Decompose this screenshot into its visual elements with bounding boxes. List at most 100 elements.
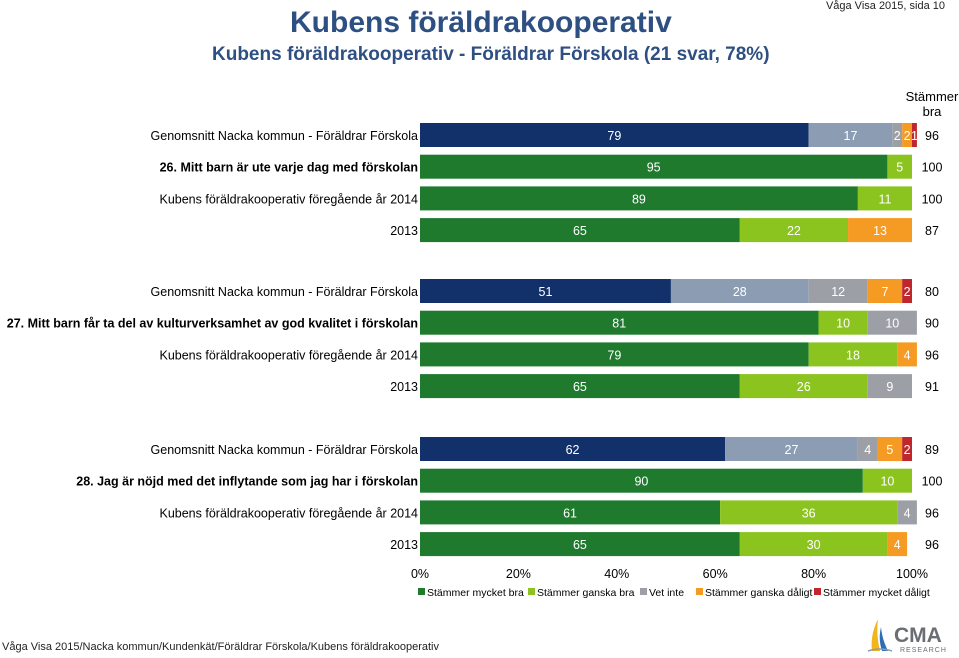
data-label: 1: [911, 129, 918, 143]
sail-icon: [879, 627, 888, 651]
sail-icon: [871, 619, 880, 651]
logo-brand: CMA: [894, 624, 942, 647]
bar-segment: [420, 437, 726, 461]
data-label: 10: [836, 317, 850, 331]
row-label: 2013: [390, 380, 418, 394]
total-value: 87: [925, 224, 939, 238]
legend: Stämmer mycket bra Stämmer ganska bra Vet …: [418, 587, 930, 599]
data-label: 65: [573, 224, 587, 238]
page-title: Kubens föräldrakooperativ: [290, 6, 672, 39]
data-label: 13: [873, 224, 887, 238]
data-label: 27: [785, 443, 799, 457]
legend-label: Stämmer mycket bra: [427, 587, 524, 599]
data-label: 2: [904, 443, 911, 457]
data-label: 28: [733, 285, 747, 299]
bar-segment: [912, 123, 917, 147]
row-label: Kubens föräldrakooperativ föregående år …: [159, 506, 418, 520]
data-label: 0: [914, 192, 921, 206]
data-label: 7: [881, 285, 888, 299]
bar-segment: [897, 500, 917, 525]
data-label: 4: [894, 538, 901, 552]
bar-segment: [420, 186, 858, 211]
legend-label: Stämmer ganska dåligt: [705, 587, 812, 599]
total-value: 80: [925, 285, 939, 299]
data-label: 11: [878, 192, 891, 206]
page-subtitle: Kubens föräldrakooperativ - Föräldrar Fö…: [212, 44, 770, 65]
x-tick-label: 20%: [506, 567, 531, 581]
row-label: 26. Mitt barn är ute varje dag med försk…: [160, 161, 418, 175]
x-tick-label: 0%: [411, 567, 429, 581]
data-label: 79: [607, 129, 621, 143]
data-label: 4: [904, 506, 911, 520]
data-label: 0: [914, 224, 921, 238]
total-value: 96: [925, 506, 939, 520]
data-label: 2: [894, 129, 901, 143]
data-label: 12: [831, 285, 845, 299]
row-label: Genomsnitt Nacka kommun - Föräldrar Förs…: [151, 285, 418, 299]
bar-segment: [902, 123, 912, 147]
legend-label: Stämmer mycket dåligt: [823, 587, 930, 599]
total-value: 100: [922, 192, 943, 206]
data-label: 89: [632, 192, 646, 206]
total-value: 100: [922, 475, 943, 489]
total-column-header: Stämmer: [906, 89, 959, 104]
data-label: 90: [634, 475, 648, 489]
data-label: 10: [885, 317, 899, 331]
data-label: 22: [787, 224, 801, 238]
bar-segment: [420, 279, 671, 303]
total-value: 96: [925, 129, 939, 143]
total-column-header: bra: [923, 104, 943, 119]
data-label: 2: [904, 129, 911, 143]
data-label: 10: [880, 475, 894, 489]
bar-segment: [887, 532, 908, 557]
x-tick-label: 40%: [604, 567, 629, 581]
data-label: 62: [566, 443, 580, 457]
logo-sub: RESEARCH: [900, 647, 947, 654]
bar-segment: [867, 374, 912, 399]
row-label: 2013: [390, 224, 418, 238]
data-label: 9: [886, 380, 893, 394]
plot-area: Genomsnitt Nacka kommun - Föräldrar Förs…: [7, 123, 943, 557]
bar-segment: [902, 437, 912, 461]
bar-segment: [857, 186, 912, 211]
bar-segment: [897, 342, 917, 367]
legend-label: Stämmer ganska bra: [537, 587, 635, 599]
data-label: 4: [864, 443, 871, 457]
bar-segment: [867, 279, 903, 303]
x-tick-label: 60%: [703, 567, 728, 581]
legend-swatch: [418, 588, 425, 595]
total-value: 90: [925, 317, 939, 331]
total-value: 91: [925, 380, 939, 394]
row-label: Genomsnitt Nacka kommun - Föräldrar Förs…: [151, 443, 418, 457]
data-label: 5: [886, 443, 893, 457]
stacked-bar-chart: Stämmer bra Genomsnitt Nacka kommun - Fö…: [7, 89, 959, 599]
row-label: Kubens föräldrakooperativ föregående år …: [159, 192, 418, 206]
data-label: 26: [797, 380, 811, 394]
bar-segment: [808, 123, 893, 147]
source-label: Våga Visa 2015, sida 10: [825, 0, 945, 12]
data-label: 65: [573, 538, 587, 552]
bar-segment: [739, 532, 888, 557]
bar-segment: [670, 279, 809, 303]
data-label: 0: [914, 161, 921, 175]
bar-segment: [877, 437, 903, 461]
bar-segment: [420, 532, 740, 557]
footer-path: Våga Visa 2015/Nacka kommun/Kundenkät/Fö…: [2, 641, 439, 653]
row-label: 2013: [390, 538, 418, 552]
data-label: 95: [647, 161, 661, 175]
bar-segment: [420, 500, 721, 525]
wave-icon: [867, 648, 893, 652]
total-value: 96: [925, 538, 939, 552]
data-label: 51: [539, 285, 553, 299]
data-label: 36: [802, 506, 816, 520]
data-label: 79: [607, 348, 621, 362]
bar-segment: [887, 154, 912, 179]
cma-research-logo: CMA RESEARCH: [867, 619, 947, 654]
data-label: 0: [918, 506, 925, 520]
legend-label: Vet inte: [649, 587, 684, 599]
bar-segment: [420, 154, 888, 179]
x-tick-label: 80%: [801, 567, 826, 581]
bar-segment: [420, 342, 809, 367]
bar-segment: [739, 374, 868, 399]
row-label: 28. Jag är nöjd med det inflytande som j…: [76, 475, 418, 489]
